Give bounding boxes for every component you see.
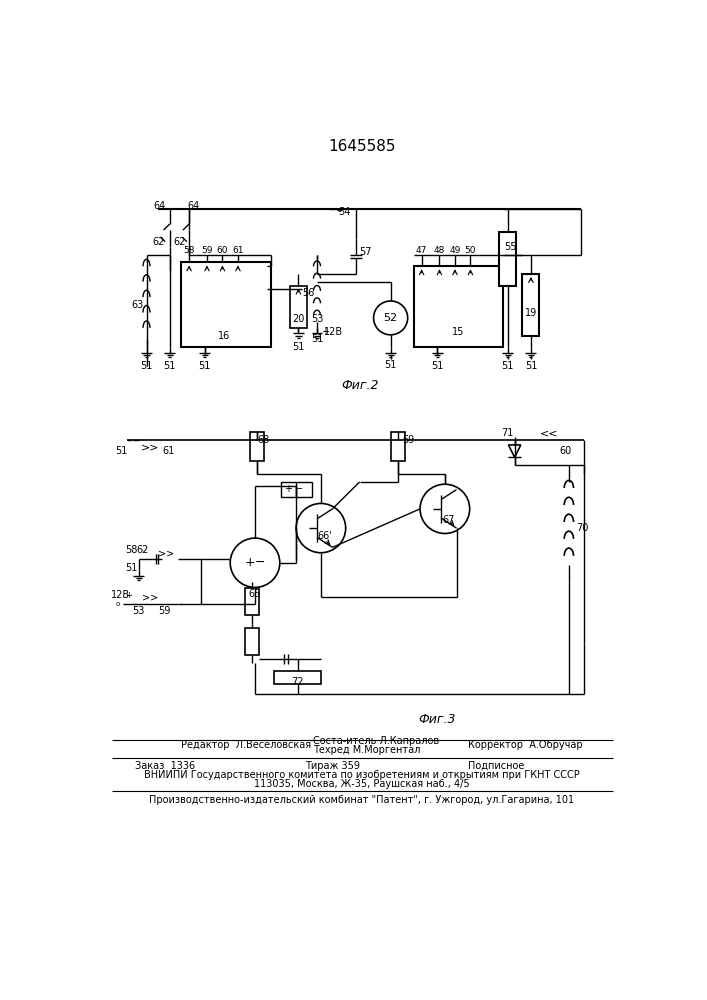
Text: Соста-итель Л.Капралов: Соста-итель Л.Капралов [313,736,439,746]
Text: −: − [295,484,303,494]
Text: о: о [116,601,120,607]
Text: 70: 70 [577,523,589,533]
Text: 62: 62 [152,237,164,247]
Text: 67: 67 [443,515,455,525]
Text: +: + [125,591,132,600]
Text: Техред М.Моргентал: Техред М.Моргентал [313,745,421,755]
Text: Заказ  1336: Заказ 1336 [135,761,195,771]
Text: 16: 16 [218,331,230,341]
Text: −: − [255,556,265,569]
Text: 65: 65 [249,589,261,599]
Text: 54: 54 [338,207,350,217]
Text: +: + [322,327,329,337]
Text: 15: 15 [452,327,464,337]
Bar [182,262,271,347]
Text: 64: 64 [153,201,166,211]
Text: 51: 51 [163,361,176,371]
Text: Фиг.3: Фиг.3 [419,713,456,726]
Text: 51: 51 [431,361,443,371]
Text: +: + [284,484,292,494]
Text: 57: 57 [360,247,372,257]
Text: Корректор  А.Обручар: Корректор А.Обручар [468,740,583,750]
Text: 48: 48 [434,246,445,255]
Text: 59: 59 [158,606,170,616]
Text: 47: 47 [416,246,427,255]
Text: 51: 51 [292,342,305,352]
Text: 59: 59 [201,246,213,255]
Text: 53: 53 [311,314,323,324]
Text: 60: 60 [217,246,228,255]
Bar [274,671,321,684]
Text: Подписное: Подписное [468,761,525,771]
Text: 58: 58 [125,545,137,555]
Text: 51: 51 [125,563,137,573]
Bar [245,588,259,615]
Text: +: + [245,556,256,569]
Text: Производственно-издательский комбинат "Патент", г. Ужгород, ул.Гагарина, 101: Производственно-издательский комбинат "П… [149,795,575,805]
Text: 12В: 12В [112,590,131,600]
Text: 19: 19 [525,308,537,318]
Text: >>: >> [158,549,174,559]
Text: 58: 58 [183,246,195,255]
Text: 62: 62 [174,237,186,247]
Text: 12В: 12В [324,327,343,337]
Text: Редактор  Л.Веселовская: Редактор Л.Веселовская [182,740,312,750]
Text: 64: 64 [187,201,200,211]
Text: 66': 66' [317,531,332,541]
Text: 56: 56 [303,288,315,298]
Bar [281,482,312,497]
Text: 55: 55 [505,242,517,252]
Text: 51: 51 [115,446,127,456]
Text: Фиг.2: Фиг.2 [341,379,378,392]
Bar [414,266,503,347]
Bar [250,432,264,461]
Text: 51: 51 [525,361,537,371]
Text: 53: 53 [133,606,145,616]
Text: 60: 60 [559,446,571,456]
Text: 52: 52 [384,313,398,323]
Text: 71: 71 [501,428,513,438]
Text: 113035, Москва, Ж-35, Раушская наб., 4/5: 113035, Москва, Ж-35, Раушская наб., 4/5 [254,779,469,789]
Bar [290,286,307,328]
Text: 20: 20 [292,314,305,324]
Text: 51: 51 [140,361,153,371]
Text: 51: 51 [501,361,514,371]
Text: 68: 68 [257,435,269,445]
Text: <<: << [540,428,559,438]
Text: 51: 51 [385,360,397,370]
Text: >>: >> [142,592,158,602]
Text: 1645585: 1645585 [328,139,396,154]
Text: 72: 72 [291,677,304,687]
Bar [499,232,516,286]
Text: 61: 61 [232,246,244,255]
Text: 49: 49 [449,246,461,255]
Bar [245,628,259,655]
Text: >>: >> [141,442,160,452]
Text: 51: 51 [199,361,211,371]
Text: 50: 50 [464,246,477,255]
Bar [391,432,404,461]
Text: ВНИИПИ Государственного комитета по изобретениям и открытиям при ГКНТ СССР: ВНИИПИ Государственного комитета по изоб… [144,770,580,780]
Text: Тираж 359: Тираж 359 [305,761,361,771]
Text: 62: 62 [136,545,148,555]
Text: 61: 61 [162,446,175,456]
Text: 69: 69 [402,435,414,445]
Text: 63: 63 [132,300,144,310]
Text: 51: 51 [311,334,323,344]
Bar [522,274,539,336]
